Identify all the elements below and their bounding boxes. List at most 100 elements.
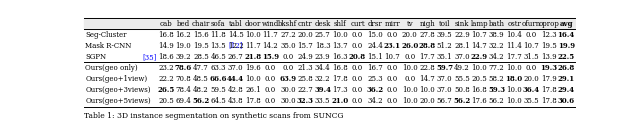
Text: 34.4: 34.4	[315, 64, 330, 72]
Text: 66.6: 66.6	[209, 75, 227, 83]
Text: 10.7: 10.7	[385, 53, 400, 61]
Text: 16.7: 16.7	[367, 64, 383, 72]
Text: 23.9: 23.9	[315, 53, 330, 61]
Text: lamp: lamp	[470, 20, 488, 28]
Text: 0.0: 0.0	[265, 75, 276, 83]
Text: 20.5: 20.5	[472, 75, 487, 83]
Text: 15.1: 15.1	[367, 53, 383, 61]
Text: 16.4: 16.4	[557, 31, 575, 39]
Text: 0.0: 0.0	[387, 86, 398, 94]
Text: 22.7: 22.7	[298, 86, 313, 94]
Text: 10.0: 10.0	[506, 64, 522, 72]
Text: 17.7: 17.7	[506, 53, 522, 61]
Text: 11.7: 11.7	[262, 31, 278, 39]
Text: 36.4: 36.4	[523, 86, 540, 94]
Text: 20.0: 20.0	[402, 31, 417, 39]
Text: 17.8: 17.8	[541, 97, 557, 105]
Text: 63.3: 63.3	[211, 64, 226, 72]
Text: 10.0: 10.0	[402, 86, 417, 94]
Text: 31.5: 31.5	[524, 53, 540, 61]
Text: 50.8: 50.8	[454, 86, 470, 94]
Text: 0.0: 0.0	[352, 64, 363, 72]
Text: 10.0: 10.0	[332, 31, 348, 39]
Text: 10.0: 10.0	[402, 97, 417, 105]
Text: 14.5: 14.5	[228, 31, 244, 39]
Text: 56.2: 56.2	[192, 97, 209, 105]
Text: 22.2: 22.2	[158, 75, 174, 83]
Text: 59.5: 59.5	[211, 86, 226, 94]
Text: 19.6: 19.6	[245, 64, 261, 72]
Text: 16.8: 16.8	[332, 64, 348, 72]
Text: 0.0: 0.0	[352, 31, 363, 39]
Text: 23.2: 23.2	[158, 64, 174, 72]
Text: Seg-Cluster: Seg-Cluster	[86, 31, 127, 39]
Text: 26.1: 26.1	[245, 86, 261, 94]
Text: 21.8: 21.8	[244, 53, 262, 61]
Text: 44.4: 44.4	[227, 75, 244, 83]
Text: Ours(geo+1view): Ours(geo+1view)	[86, 75, 148, 83]
Text: avg: avg	[559, 20, 573, 28]
Text: 49.2: 49.2	[454, 64, 470, 72]
Text: 10.0: 10.0	[245, 75, 261, 83]
Text: bed: bed	[177, 20, 190, 28]
Text: 26.0: 26.0	[401, 42, 419, 50]
Text: 0.0: 0.0	[387, 31, 398, 39]
Text: drsr: drsr	[367, 20, 382, 28]
Text: wind: wind	[262, 20, 279, 28]
Text: 0.0: 0.0	[352, 42, 363, 50]
Text: 0.0: 0.0	[282, 64, 294, 72]
Text: 32.3: 32.3	[297, 97, 314, 105]
Text: sofa: sofa	[211, 20, 225, 28]
Text: 51.2: 51.2	[436, 42, 452, 50]
Text: 22.8: 22.8	[419, 64, 435, 72]
Text: 25.7: 25.7	[315, 31, 331, 39]
Text: 10.0: 10.0	[506, 97, 522, 105]
Text: Table 1: 3D instance segmentation on synthetic scans from SUNCG: Table 1: 3D instance segmentation on syn…	[84, 112, 346, 120]
Text: 14.7: 14.7	[419, 75, 435, 83]
Text: 15.0: 15.0	[367, 31, 383, 39]
Text: chair: chair	[192, 20, 210, 28]
Text: [35]: [35]	[143, 53, 157, 61]
Text: 11.7: 11.7	[245, 42, 261, 50]
Text: 18.0: 18.0	[506, 75, 523, 83]
Text: 48.2: 48.2	[193, 86, 209, 94]
Text: ostr: ostr	[507, 20, 521, 28]
Text: 0.0: 0.0	[526, 64, 537, 72]
Text: 19.5: 19.5	[193, 42, 209, 50]
Text: 10.0: 10.0	[472, 64, 487, 72]
Text: 38.9: 38.9	[489, 31, 504, 39]
Text: 34.2: 34.2	[489, 53, 504, 61]
Text: 28.5: 28.5	[193, 53, 209, 61]
Text: 0.0: 0.0	[387, 64, 398, 72]
Text: 0.0: 0.0	[265, 64, 276, 72]
Text: 15.9: 15.9	[262, 53, 279, 61]
Text: 20.0: 20.0	[298, 31, 313, 39]
Text: 17.3: 17.3	[332, 86, 348, 94]
Text: tv: tv	[406, 20, 413, 28]
Text: 63.9: 63.9	[279, 75, 296, 83]
Text: 11.4: 11.4	[506, 42, 522, 50]
Text: ofurn: ofurn	[522, 20, 541, 28]
Text: 26.7: 26.7	[228, 53, 244, 61]
Text: 78.6: 78.6	[175, 64, 192, 72]
Text: 12.3: 12.3	[541, 31, 557, 39]
Text: 30.0: 30.0	[280, 86, 296, 94]
Text: 55.5: 55.5	[454, 75, 470, 83]
Text: 56.2: 56.2	[453, 97, 470, 105]
Text: 13.9: 13.9	[541, 53, 557, 61]
Text: 35.5: 35.5	[524, 97, 540, 105]
Text: 0.0: 0.0	[387, 75, 398, 83]
Text: 35.0: 35.0	[280, 42, 296, 50]
Text: 21.0: 21.0	[332, 97, 349, 105]
Text: 12.2: 12.2	[228, 42, 244, 50]
Text: 17.8: 17.8	[332, 75, 348, 83]
Text: cab: cab	[160, 20, 172, 28]
Text: 15.7: 15.7	[298, 42, 313, 50]
Text: 23.1: 23.1	[384, 42, 401, 50]
Text: 29.4: 29.4	[557, 86, 575, 94]
Text: 17.8: 17.8	[541, 86, 557, 94]
Text: 28.8: 28.8	[419, 42, 436, 50]
Text: 37.0: 37.0	[228, 64, 243, 72]
Text: Ours(geo+5views): Ours(geo+5views)	[86, 97, 151, 105]
Text: 34.2: 34.2	[367, 97, 383, 105]
